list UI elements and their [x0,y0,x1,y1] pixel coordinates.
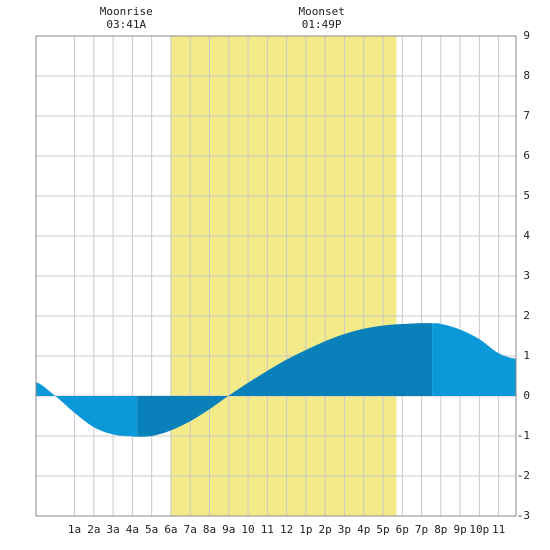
x-tick-label: 11 [492,523,505,536]
y-tick-label: 7 [523,109,530,122]
plot-frame [35,35,517,517]
y-tick-label: 8 [523,69,530,82]
y-tick-labels: -3 -2 -1 0 1 2 3 4 5 6 7 8 9 [517,29,531,522]
y-tick-label: -1 [517,429,530,442]
x-tick-label: 3a [106,523,119,536]
x-tick-label: 11 [261,523,274,536]
x-tick-label: 1a [68,523,81,536]
x-tick-label: 4a [126,523,139,536]
x-tick-label: 1p [299,523,312,536]
plot-frame-layer [35,35,517,517]
x-tick-label: 2p [319,523,332,536]
y-tick-label: -3 [517,509,530,522]
x-tick-label: 6p [396,523,409,536]
y-tick-label: 3 [523,269,530,282]
y-tick-label: 6 [523,149,530,162]
x-tick-label: 5p [376,523,389,536]
y-tick-label: 0 [523,389,530,402]
x-tick-label: 8a [203,523,216,536]
x-tick-label: 10p [469,523,489,536]
x-tick-labels: 1a 2a 3a 4a 5a 6a 7a 8a 9a 10 11 12 1p 2p 3p 4p 5p 6p 7p 8p… [68,523,505,536]
x-tick-label: 6a [164,523,177,536]
x-tick-label: 9a [222,523,235,536]
tide-area-segment [137,323,433,437]
x-tick-label: 9p [453,523,466,536]
x-tick-label: 7a [184,523,197,536]
x-tick-label: 2a [87,523,100,536]
moon-event-name: Moonrise [100,5,153,18]
x-tick-label: 5a [145,523,158,536]
tide-area-segment [432,323,516,396]
moon-event-time: 03:41A [106,18,146,31]
x-tick-label: 4p [357,523,370,536]
y-tick-label: 5 [523,189,530,202]
y-tick-label: 1 [523,349,530,362]
x-tick-label: 7p [415,523,428,536]
tide-area-segment [36,382,138,437]
y-tick-label: 4 [523,229,530,242]
y-tick-label: -2 [517,469,530,482]
x-tick-label: 10 [241,523,254,536]
x-tick-label: 8p [434,523,447,536]
y-tick-label: 2 [523,309,530,322]
x-tick-label: 3p [338,523,351,536]
x-tick-label: 12 [280,523,293,536]
tide-area-layer [36,323,516,437]
moon-event-name: Moonset [299,5,345,18]
y-tick-label: 9 [523,29,530,42]
moon-event-time: 01:49P [302,18,342,31]
